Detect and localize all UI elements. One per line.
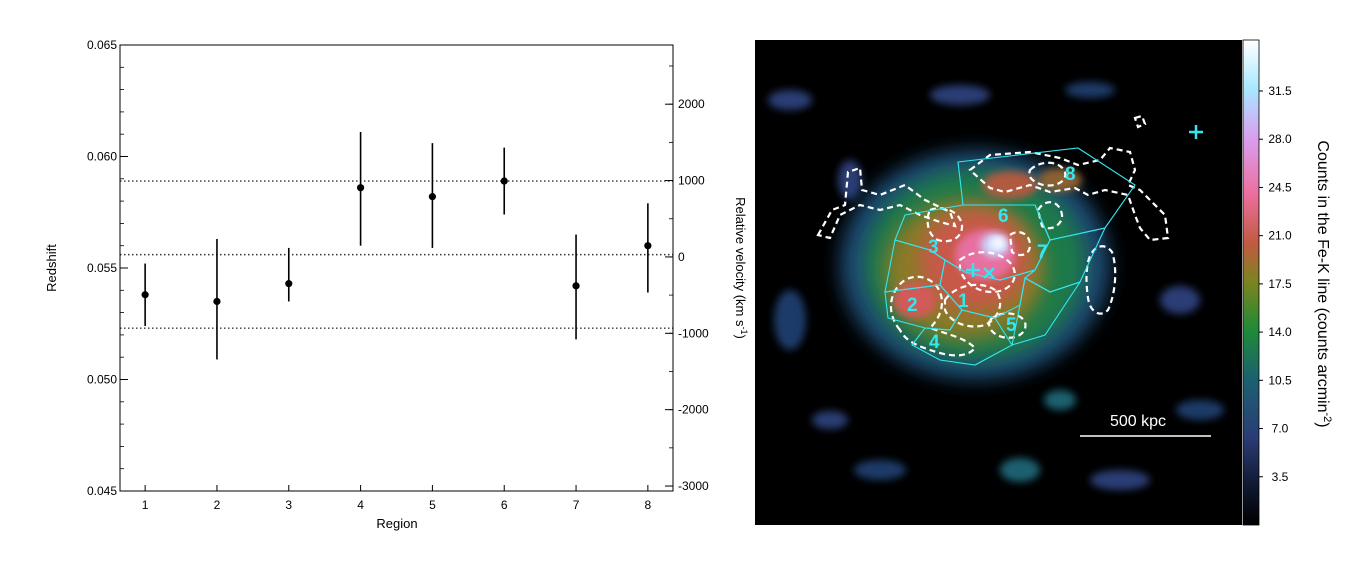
y-axis-label: Redshift (44, 244, 59, 292)
cross-marker-center (983, 267, 995, 279)
data-point-8 (644, 242, 652, 250)
y2-tick-label: -3000 (678, 479, 709, 493)
y2-tick-label: 2000 (678, 97, 705, 111)
markers (966, 125, 1203, 279)
region-label-1: 1 (958, 291, 969, 312)
region-polygons (884, 147, 1136, 366)
region-label-8: 8 (1065, 164, 1076, 185)
data-point-5 (428, 193, 437, 201)
region-label-4: 4 (929, 332, 940, 353)
data-point-4 (356, 184, 365, 192)
colorbar-tick-label: 31.5 (1268, 84, 1292, 98)
background-noise (768, 82, 1224, 490)
colorbar-gradient (1242, 39, 1260, 526)
y2-tick-label: 0 (678, 250, 685, 264)
error-bars (144, 131, 649, 360)
cluster-emission (840, 150, 1110, 380)
x-tick-label: 3 (285, 498, 292, 512)
region-label-3: 3 (928, 237, 939, 258)
y2-tick-label: -2000 (678, 403, 709, 417)
redshift-plot: 1 2 3 4 5 6 7 8 0.045 0.050 0.055 0.060 0.065 -3000… (44, 38, 749, 531)
colorbar-tick-label: 14.0 (1268, 325, 1292, 339)
colorbar-label: Counts in the Fe-K line (counts arcmin-2… (1314, 140, 1333, 427)
y-tick-label: 0.060 (87, 150, 117, 164)
region-label-6: 6 (998, 206, 1009, 227)
plot-frame (119, 44, 674, 492)
data-point-3 (285, 280, 293, 288)
reference-lines (120, 180, 673, 329)
colorbar-tick-label: 10.5 (1268, 373, 1292, 387)
x-ticks: 1 2 3 4 5 6 7 8 (142, 485, 652, 512)
region-label-5: 5 (1006, 315, 1017, 336)
data-point-6 (500, 177, 508, 185)
colorbar-tick-label: 17.5 (1268, 277, 1292, 291)
colorbar-tick-label: 7.0 (1272, 422, 1289, 436)
colorbar-tick-label: 24.5 (1268, 180, 1292, 194)
region-label-2: 2 (907, 295, 918, 316)
y2-tick-label: -1000 (678, 326, 709, 340)
y-tick-label: 0.050 (87, 373, 117, 387)
data-point-2 (213, 297, 221, 306)
colorbar-ticks: 3.5 7.0 10.5 14.0 17.5 21.0 24.5 28.0 31.5 (1259, 84, 1292, 484)
scale-bar: 500 kpc (1080, 413, 1211, 437)
y-tick-label: 0.045 (87, 484, 117, 498)
fe-k-map: 1 2 3 4 5 6 7 8 500 kpc (755, 39, 1333, 526)
x-tick-label: 8 (645, 498, 652, 512)
scale-bar-label: 500 kpc (1110, 413, 1166, 430)
colorbar-tick-label: 21.0 (1268, 229, 1292, 243)
region-labels: 1 2 3 4 5 6 7 8 (907, 164, 1076, 353)
plus-marker-center (966, 263, 980, 277)
colorbar-tick-label: 3.5 (1272, 470, 1289, 484)
x-tick-label: 4 (357, 498, 364, 512)
region-label-7: 7 (1037, 242, 1048, 263)
x-axis-label: Region (376, 516, 417, 531)
x-tick-label: 1 (142, 498, 149, 512)
radio-contours (816, 114, 1170, 357)
colorbar: 3.5 7.0 10.5 14.0 17.5 21.0 24.5 28.0 31.5 Count… (1242, 39, 1333, 526)
y-ticks: 0.045 0.050 0.055 0.060 0.065 (87, 38, 128, 498)
data-point-1 (141, 291, 149, 299)
y2-tick-label: 1000 (678, 174, 705, 188)
x-tick-label: 7 (573, 498, 580, 512)
y2-ticks: -3000 -2000 -1000 0 1000 2000 (665, 65, 709, 493)
x-tick-label: 5 (429, 498, 436, 512)
y2-axis-label: Relative velocity (km s-1) (733, 197, 749, 339)
data-points (141, 177, 652, 306)
y-tick-label: 0.055 (87, 261, 117, 275)
plus-marker (1189, 125, 1203, 139)
x-tick-label: 2 (214, 498, 221, 512)
data-point-7 (572, 282, 580, 290)
x-tick-label: 6 (501, 498, 508, 512)
colorbar-tick-label: 28.0 (1268, 132, 1292, 146)
y-tick-label: 0.065 (87, 38, 117, 52)
